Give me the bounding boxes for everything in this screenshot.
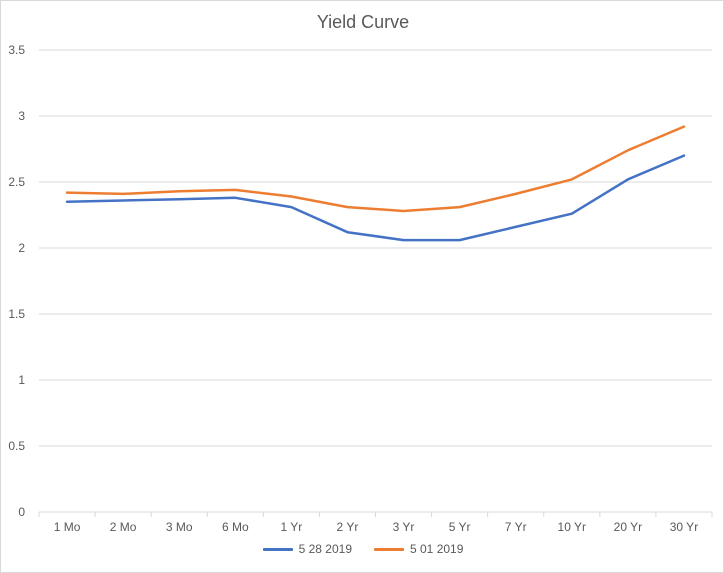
y-tick-label: 1 bbox=[18, 373, 25, 387]
y-tick-label: 1.5 bbox=[8, 307, 25, 321]
legend-label: 5 01 2019 bbox=[410, 542, 464, 556]
y-axis-ticks: 0 0.5 1 1.5 2 2.5 3 3.5 bbox=[8, 43, 25, 519]
y-tick-label: 3.5 bbox=[8, 43, 25, 57]
x-tick-label: 6 Mo bbox=[222, 520, 249, 534]
plot-area: 0 0.5 1 1.5 2 2.5 3 3.5 1 Mo 2 Mo 3 Mo 6 Mo 1 Yr 2 Y… bbox=[8, 43, 713, 534]
y-tick-label: 3 bbox=[18, 109, 25, 123]
legend-entries: 5 28 2019 5 01 2019 bbox=[1, 542, 724, 556]
legend-swatch bbox=[374, 547, 404, 551]
legend-label: 5 28 2019 bbox=[298, 542, 352, 556]
series-lines bbox=[65, 125, 686, 242]
series-line-0 bbox=[65, 154, 686, 242]
x-tick-label: 3 Yr bbox=[393, 520, 415, 534]
x-axis-ticks: 1 Mo 2 Mo 3 Mo 6 Mo 1 Yr 2 Yr 3 Yr 5 Yr 7 Yr 10 Y… bbox=[38, 512, 713, 534]
legend-item-0: 5 28 2019 bbox=[262, 542, 352, 556]
x-tick-label: 1 Yr bbox=[280, 520, 302, 534]
y-tick-label: 0.5 bbox=[8, 439, 25, 453]
x-tick-label: 3 Mo bbox=[166, 520, 193, 534]
y-tick-label: 0 bbox=[18, 505, 25, 519]
x-tick-label: 7 Yr bbox=[505, 520, 527, 534]
x-tick-label: 10 Yr bbox=[558, 520, 586, 534]
gridlines bbox=[39, 49, 712, 513]
series-line-1 bbox=[65, 125, 686, 213]
legend-item-1: 5 01 2019 bbox=[374, 542, 463, 556]
x-tick-label: 1 Mo bbox=[54, 520, 81, 534]
y-tick-label: 2.5 bbox=[8, 175, 25, 189]
x-tick-label: 2 Mo bbox=[110, 520, 137, 534]
x-tick-label: 2 Yr bbox=[337, 520, 359, 534]
x-tick-label: 30 Yr bbox=[670, 520, 698, 534]
legend: 5 28 2019 5 01 2019 bbox=[1, 542, 724, 562]
chart-title: Yield Curve bbox=[316, 12, 410, 32]
x-tick-label: 5 Yr bbox=[449, 520, 471, 534]
legend-swatch bbox=[262, 547, 293, 551]
x-tick-label: 20 Yr bbox=[614, 520, 642, 534]
y-tick-label: 2 bbox=[18, 241, 25, 255]
